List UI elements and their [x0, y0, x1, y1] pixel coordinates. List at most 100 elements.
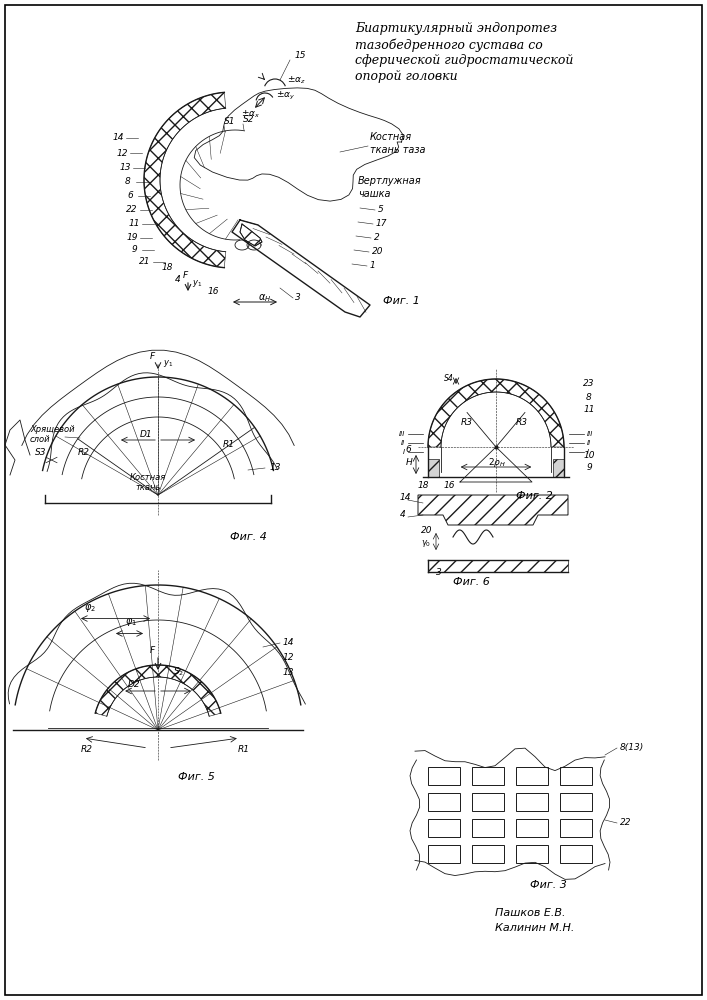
- Text: $\varphi_2$: $\varphi_2$: [84, 602, 96, 614]
- Text: F: F: [150, 352, 155, 361]
- Bar: [516, 845, 548, 863]
- Polygon shape: [428, 459, 439, 477]
- Text: Фиг. 1: Фиг. 1: [383, 296, 420, 306]
- Text: 15: 15: [295, 51, 307, 60]
- Text: 22: 22: [620, 818, 631, 827]
- Text: Хрящевой: Хрящевой: [30, 425, 75, 434]
- Text: Фиг. 2: Фиг. 2: [516, 491, 553, 501]
- Text: R1: R1: [223, 440, 235, 449]
- Text: III: III: [587, 431, 593, 437]
- Polygon shape: [553, 459, 564, 477]
- Text: 2: 2: [374, 233, 380, 242]
- Text: 21: 21: [139, 257, 151, 266]
- Text: S1: S1: [224, 117, 235, 126]
- Text: 16: 16: [443, 481, 455, 489]
- Text: 22: 22: [127, 206, 138, 215]
- Text: 8(13): 8(13): [620, 743, 644, 752]
- Bar: [516, 767, 548, 785]
- Text: Калинин М.Н.: Калинин М.Н.: [495, 923, 574, 933]
- Text: Фиг. 4: Фиг. 4: [230, 532, 267, 542]
- Text: 18: 18: [162, 263, 173, 272]
- Bar: [472, 845, 504, 863]
- Text: 20: 20: [421, 526, 433, 535]
- Bar: [472, 793, 504, 811]
- Text: 14: 14: [400, 493, 411, 502]
- Text: 13: 13: [119, 163, 131, 172]
- Text: 19: 19: [127, 233, 138, 242]
- Bar: [472, 767, 504, 785]
- Polygon shape: [240, 224, 262, 246]
- Text: R3: R3: [516, 418, 528, 427]
- Text: тазобедренного сустава со: тазобедренного сустава со: [355, 38, 543, 51]
- Text: 13: 13: [283, 668, 295, 677]
- Text: 8: 8: [125, 178, 131, 186]
- Text: 9: 9: [586, 462, 592, 472]
- Text: слой: слой: [30, 435, 51, 444]
- Bar: [428, 819, 460, 837]
- Bar: [472, 819, 504, 837]
- Text: $\pm\alpha_x$: $\pm\alpha_x$: [241, 108, 260, 119]
- Polygon shape: [418, 495, 568, 525]
- Text: $\gamma_0$: $\gamma_0$: [421, 538, 431, 549]
- Text: 11: 11: [128, 220, 140, 229]
- Text: 3: 3: [295, 293, 300, 302]
- Text: 6: 6: [127, 192, 133, 200]
- Text: $2\rho_H$: $2\rho_H$: [488, 456, 506, 469]
- Text: Фиг. 3: Фиг. 3: [530, 880, 567, 890]
- Text: S3: S3: [35, 448, 47, 457]
- Text: Фиг. 6: Фиг. 6: [453, 577, 490, 587]
- Text: 5: 5: [378, 206, 384, 215]
- Text: S4: S4: [444, 374, 454, 383]
- Text: Костная: Костная: [370, 132, 412, 142]
- Text: Костная: Костная: [130, 473, 166, 482]
- Text: ткань таза: ткань таза: [370, 145, 426, 155]
- Text: D2: D2: [128, 680, 141, 689]
- Bar: [560, 819, 592, 837]
- Bar: [516, 819, 548, 837]
- Text: R3: R3: [461, 418, 473, 427]
- Text: чашка: чашка: [358, 189, 390, 199]
- Bar: [560, 845, 592, 863]
- Text: ткань: ткань: [135, 483, 160, 492]
- Bar: [560, 793, 592, 811]
- Text: II: II: [587, 440, 591, 446]
- Bar: [516, 793, 548, 811]
- Text: сферической гидростатической: сферической гидростатической: [355, 54, 573, 67]
- Text: 8: 8: [586, 392, 592, 401]
- Text: опорой головки: опорой головки: [355, 70, 457, 83]
- Text: H: H: [406, 458, 413, 467]
- Text: 4: 4: [175, 275, 181, 284]
- Text: 18: 18: [417, 481, 428, 489]
- Text: Биартикулярный эндопротез: Биартикулярный эндопротез: [355, 22, 557, 35]
- Text: II: II: [401, 440, 405, 446]
- Text: 12: 12: [116, 148, 128, 157]
- Text: 20: 20: [372, 247, 383, 256]
- Text: R2: R2: [78, 448, 90, 457]
- Text: $\varphi_1$: $\varphi_1$: [125, 615, 137, 628]
- Bar: [428, 845, 460, 863]
- Text: $\pm\alpha_y$: $\pm\alpha_y$: [276, 90, 296, 103]
- Text: F: F: [150, 646, 155, 655]
- Text: 17: 17: [376, 220, 387, 229]
- Text: III: III: [399, 431, 405, 437]
- Polygon shape: [144, 92, 226, 268]
- Text: F: F: [183, 271, 188, 280]
- Polygon shape: [428, 560, 568, 572]
- Bar: [428, 767, 460, 785]
- Text: 4: 4: [400, 510, 406, 519]
- Text: 1: 1: [370, 261, 375, 270]
- Text: 11: 11: [583, 404, 595, 414]
- Text: 3: 3: [436, 568, 442, 577]
- Text: Пашков Е.В.: Пашков Е.В.: [495, 908, 566, 918]
- Text: $y_1$: $y_1$: [163, 358, 173, 369]
- Text: 13: 13: [270, 463, 281, 472]
- Text: 14: 14: [283, 638, 295, 647]
- Polygon shape: [428, 379, 564, 447]
- Text: 6: 6: [405, 444, 411, 454]
- Text: S2: S2: [243, 115, 255, 124]
- Text: I: I: [403, 449, 405, 455]
- Text: Вертлужная: Вертлужная: [358, 176, 421, 186]
- Text: R1: R1: [238, 745, 250, 754]
- Text: $\pm\alpha_z$: $\pm\alpha_z$: [287, 74, 306, 86]
- Bar: [428, 793, 460, 811]
